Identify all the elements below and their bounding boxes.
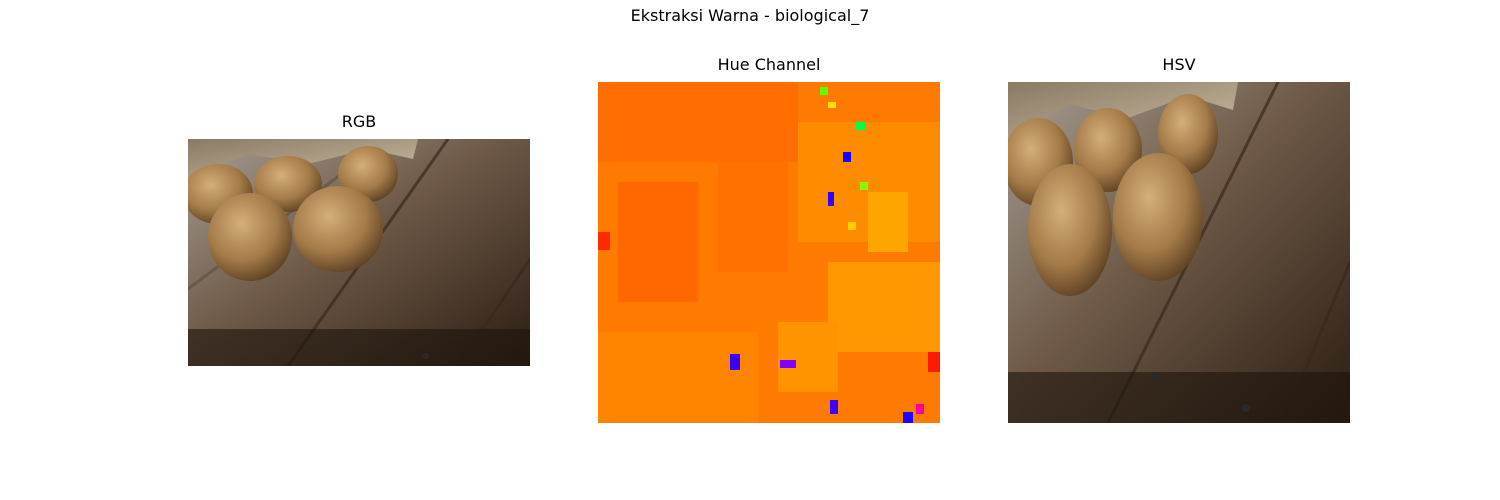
rgb-panel-title: RGB [341, 112, 377, 131]
figure-title: Ekstraksi Warna - biological_7 [630, 6, 870, 25]
rgb-image [188, 139, 530, 366]
hsv-panel: HSV [1008, 55, 1350, 423]
hue-panel-title: Hue Channel [717, 55, 821, 74]
hsv-panel-title: HSV [1162, 55, 1196, 74]
hue-image [598, 82, 940, 423]
hsv-image [1008, 82, 1350, 423]
hue-panel: Hue Channel [598, 55, 940, 423]
rgb-panel: RGB [188, 112, 530, 366]
